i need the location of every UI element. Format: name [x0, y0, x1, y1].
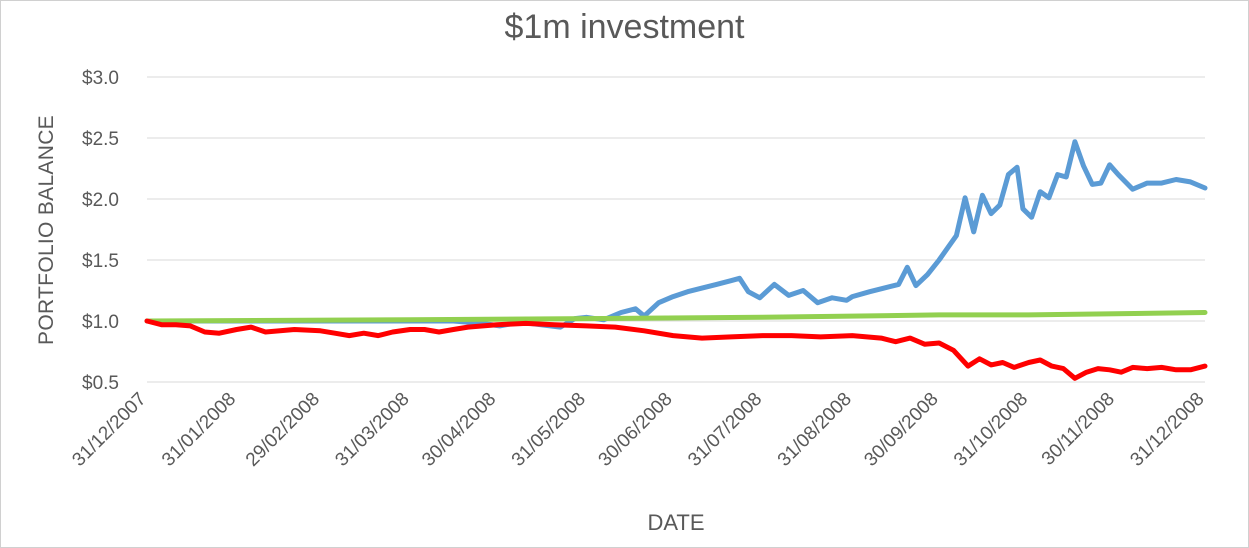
y-tick-label: $1.0 [82, 312, 119, 333]
series-line-3 [144, 318, 1208, 381]
x-tick-label: 31/10/2008 [950, 389, 1032, 471]
x-tick-label: 31/01/2008 [158, 389, 240, 471]
x-axis-label: DATE [647, 510, 705, 535]
x-tick-label: 31/08/2008 [774, 389, 856, 471]
y-tick-label: $2.0 [82, 190, 119, 211]
x-tick-label: 30/09/2008 [860, 389, 942, 471]
x-tick-label: 31/05/2008 [508, 389, 590, 471]
x-tick-label: 31/12/2007 [68, 389, 150, 471]
chart-title: $1m investment [504, 8, 745, 46]
x-tick-label: 30/06/2008 [595, 389, 677, 471]
y-tick-label: $3.0 [82, 68, 119, 89]
x-tick-label: 30/11/2008 [1038, 389, 1119, 470]
x-tick-label: 30/04/2008 [418, 389, 500, 471]
y-tick-label: $2.5 [82, 129, 119, 150]
y-tick-label: $0.5 [82, 373, 119, 394]
x-tick-label: 31/07/2008 [684, 389, 766, 471]
x-tick-label: 31/12/2008 [1126, 389, 1208, 471]
x-tick-label: 29/02/2008 [242, 389, 324, 471]
y-tick-label: $1.5 [82, 251, 119, 272]
x-tick-label: 31/03/2008 [331, 389, 413, 471]
series-line-2 [144, 310, 1208, 324]
series-line-1 [144, 139, 1208, 330]
